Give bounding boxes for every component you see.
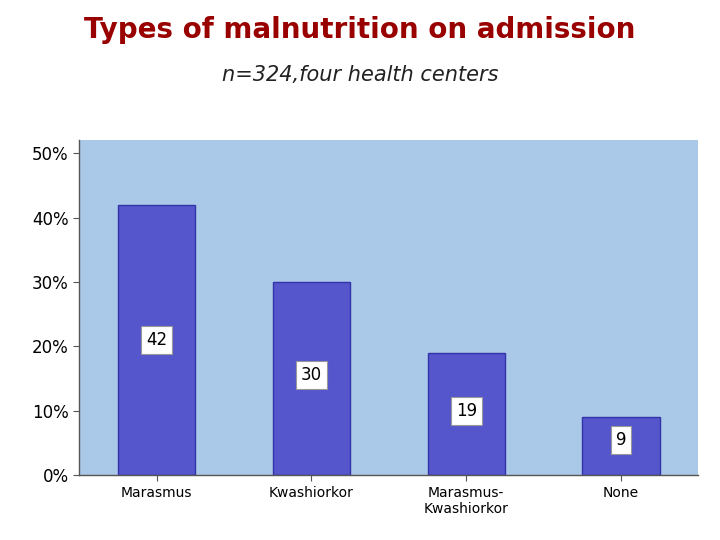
Text: n=324,four health centers: n=324,four health centers bbox=[222, 65, 498, 85]
Bar bbox=[273, 282, 350, 475]
Bar bbox=[428, 353, 505, 475]
Text: 19: 19 bbox=[456, 402, 477, 420]
Bar bbox=[118, 205, 195, 475]
Text: 42: 42 bbox=[146, 331, 167, 349]
Text: 9: 9 bbox=[616, 431, 626, 449]
Text: 30: 30 bbox=[301, 367, 322, 384]
Text: Types of malnutrition on admission: Types of malnutrition on admission bbox=[84, 16, 636, 44]
Bar bbox=[582, 417, 660, 475]
